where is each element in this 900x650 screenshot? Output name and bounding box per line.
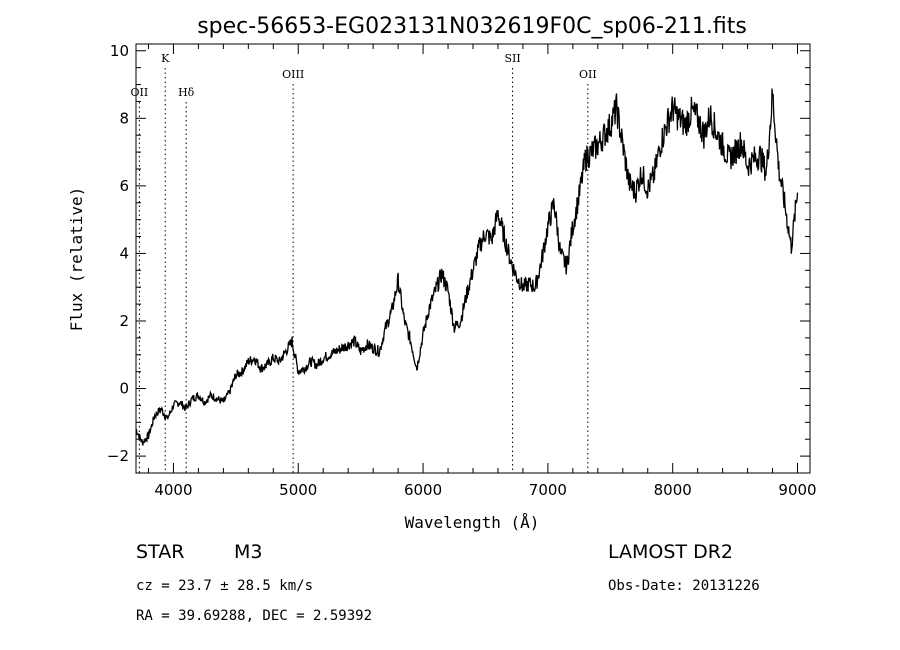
x-tick-label: 8000 — [654, 481, 692, 499]
y-tick-label: 4 — [119, 244, 129, 262]
spectral-line-label: Hδ — [178, 86, 195, 99]
object-class: STAR — [136, 541, 184, 563]
object-subclass: M3 — [234, 541, 262, 563]
spectrum-series-line — [135, 88, 799, 446]
spectral-line-label: K — [161, 52, 170, 65]
y-tick-label: 0 — [119, 380, 129, 398]
observation-date: Obs-Date: 20131226 — [608, 578, 760, 594]
spectral-line-label: OII — [579, 68, 597, 81]
spectral-line-label: OII — [131, 86, 149, 99]
x-tick-label: 7000 — [529, 481, 567, 499]
axis-ticks: 4000 5000 6000 7000 8000 9000 −2 0 2 4 6 8 10 — [107, 42, 817, 499]
x-tick-label: 9000 — [778, 481, 816, 499]
sky-coordinates: RA = 39.69288, DEC = 2.59392 — [136, 608, 372, 624]
y-tick-label: 8 — [119, 109, 129, 127]
y-tick-label: 10 — [110, 42, 129, 60]
plot-frame — [135, 43, 811, 474]
x-tick-label: 6000 — [404, 481, 442, 499]
spectral-line-markers: OII K Hδ OIII OII SII — [131, 52, 597, 473]
y-tick-label: 2 — [119, 312, 129, 330]
redshift-velocity: cz = 23.7 ± 28.5 km/s — [136, 578, 313, 594]
y-tick-label: −2 — [107, 447, 129, 465]
spectral-line-label: SII — [504, 52, 520, 65]
x-tick-label: 4000 — [154, 481, 192, 499]
y-axis-label: Flux (relative) — [67, 187, 86, 332]
survey-name: LAMOST DR2 — [608, 541, 733, 563]
x-tick-label: 5000 — [279, 481, 317, 499]
x-axis-label: Wavelength (Å) — [405, 513, 540, 532]
spectral-line-label: OIII — [282, 68, 304, 81]
chart-title: spec-56653-EG023131N032619F0C_sp06-211.f… — [197, 14, 747, 39]
y-tick-label: 6 — [119, 177, 129, 195]
